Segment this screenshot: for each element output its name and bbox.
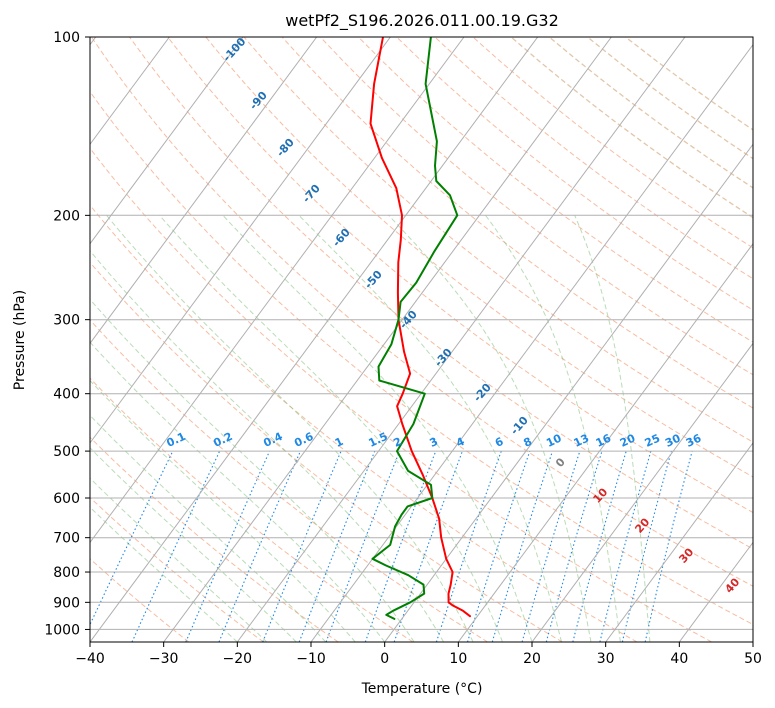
grid <box>90 37 753 642</box>
x-tick-label: −10 <box>296 651 326 667</box>
mixing-ratio-line <box>435 450 502 642</box>
y-axis-title: Pressure (hPa) <box>12 290 28 390</box>
profiles <box>369 37 471 620</box>
mixing-ratio-line <box>298 450 376 642</box>
isotherm-line <box>90 37 539 642</box>
y-tick-label: 300 <box>53 313 80 329</box>
isotherm-line <box>310 43 753 642</box>
moist-adiabat <box>90 341 386 642</box>
mixing-ratio-line <box>491 450 554 642</box>
x-tick-label: −30 <box>149 651 179 667</box>
y-axis: 100 200 300 400 500 600 700 800 900 1000 <box>44 30 90 638</box>
isotherm-line <box>90 37 170 146</box>
mixing-ratio-line <box>545 450 603 642</box>
moist-adiabat <box>388 214 592 642</box>
isotherm-line <box>90 37 318 345</box>
mixing-ratio-line <box>218 450 302 642</box>
chart-title: wetPf2_S196.2026.011.00.19.G32 <box>285 11 559 31</box>
mixing-ratio-label: 30 <box>663 431 683 449</box>
x-tick-label: −40 <box>75 651 105 667</box>
x-tick-label: 10 <box>449 651 467 667</box>
x-axis: −40 −30 −20 −10 0 10 20 30 40 50 <box>75 642 762 667</box>
mixing-ratio-line <box>599 450 652 642</box>
moist-adiabat <box>106 214 474 642</box>
moist-adiabat <box>90 379 356 642</box>
background-lines <box>90 37 753 642</box>
isotherm-line <box>384 143 753 642</box>
mixing-ratio-line <box>572 450 627 642</box>
mixing-ratio-line <box>466 450 531 642</box>
moist-adiabat <box>90 250 445 642</box>
dry-adiabat <box>167 37 753 514</box>
mixing-ratio-label: 25 <box>643 432 662 450</box>
y-tick-label: 100 <box>53 30 80 46</box>
y-tick-label: 400 <box>53 387 80 403</box>
dry-adiabat <box>243 37 753 443</box>
isotherm-line <box>90 37 244 245</box>
dry-adiabat <box>90 204 638 642</box>
mixing-ratio-line <box>364 450 437 642</box>
plot-frame <box>89 36 754 643</box>
y-tick-label: 700 <box>53 531 80 547</box>
x-tick-label: 20 <box>523 651 541 667</box>
x-tick-label: 40 <box>670 651 688 667</box>
isotherm-line <box>457 242 753 642</box>
x-axis-title: Temperature (°C) <box>361 681 483 697</box>
moist-adiabat <box>574 215 651 642</box>
dry-adiabat <box>90 558 190 642</box>
dry-adiabat <box>90 261 563 642</box>
y-tick-label: 200 <box>53 208 80 224</box>
isotherm-line <box>90 37 391 444</box>
mixing-ratio-line <box>325 450 401 642</box>
isotherm-line <box>531 342 753 642</box>
isotherm-line <box>90 37 465 544</box>
y-tick-label: 800 <box>53 565 80 581</box>
mixing-ratio-line <box>262 450 342 642</box>
dry-adiabat <box>281 37 753 409</box>
mixing-ratio-line <box>621 450 672 642</box>
y-tick-label: 500 <box>53 444 80 460</box>
temperature-profile <box>369 37 471 618</box>
mixing-ratio-label: 10 <box>544 431 564 449</box>
dry-adiabat <box>90 147 712 642</box>
mixing-ratio-label: 16 <box>594 431 614 449</box>
x-tick-label: −20 <box>223 651 253 667</box>
x-tick-label: 0 <box>380 651 389 667</box>
mixing-ratio-line <box>185 450 271 642</box>
x-tick-label: 50 <box>744 651 762 667</box>
isotherm-line <box>605 442 753 642</box>
dry-adiabat <box>90 319 488 642</box>
moist-adiabat <box>90 447 297 642</box>
moist-adiabat <box>159 214 503 642</box>
dry-adiabat <box>396 37 753 311</box>
moist-adiabat <box>222 214 533 642</box>
mixing-ratio-label: 20 <box>618 431 638 449</box>
moist-adiabat <box>90 414 327 642</box>
mixing-ratio-label: 13 <box>572 432 591 450</box>
dry-adiabat <box>90 90 753 626</box>
isotherm-line <box>163 37 612 642</box>
isotherm-line <box>236 37 686 642</box>
mixing-ratio-label: 36 <box>684 431 704 449</box>
dewpoint-profile <box>371 37 459 620</box>
y-tick-label: 1000 <box>44 622 80 638</box>
y-tick-label: 900 <box>53 595 80 611</box>
y-tick-label: 600 <box>53 491 80 507</box>
x-tick-label: 30 <box>597 651 615 667</box>
mixing-ratio-line <box>521 450 581 642</box>
moist-adiabat <box>298 214 562 642</box>
